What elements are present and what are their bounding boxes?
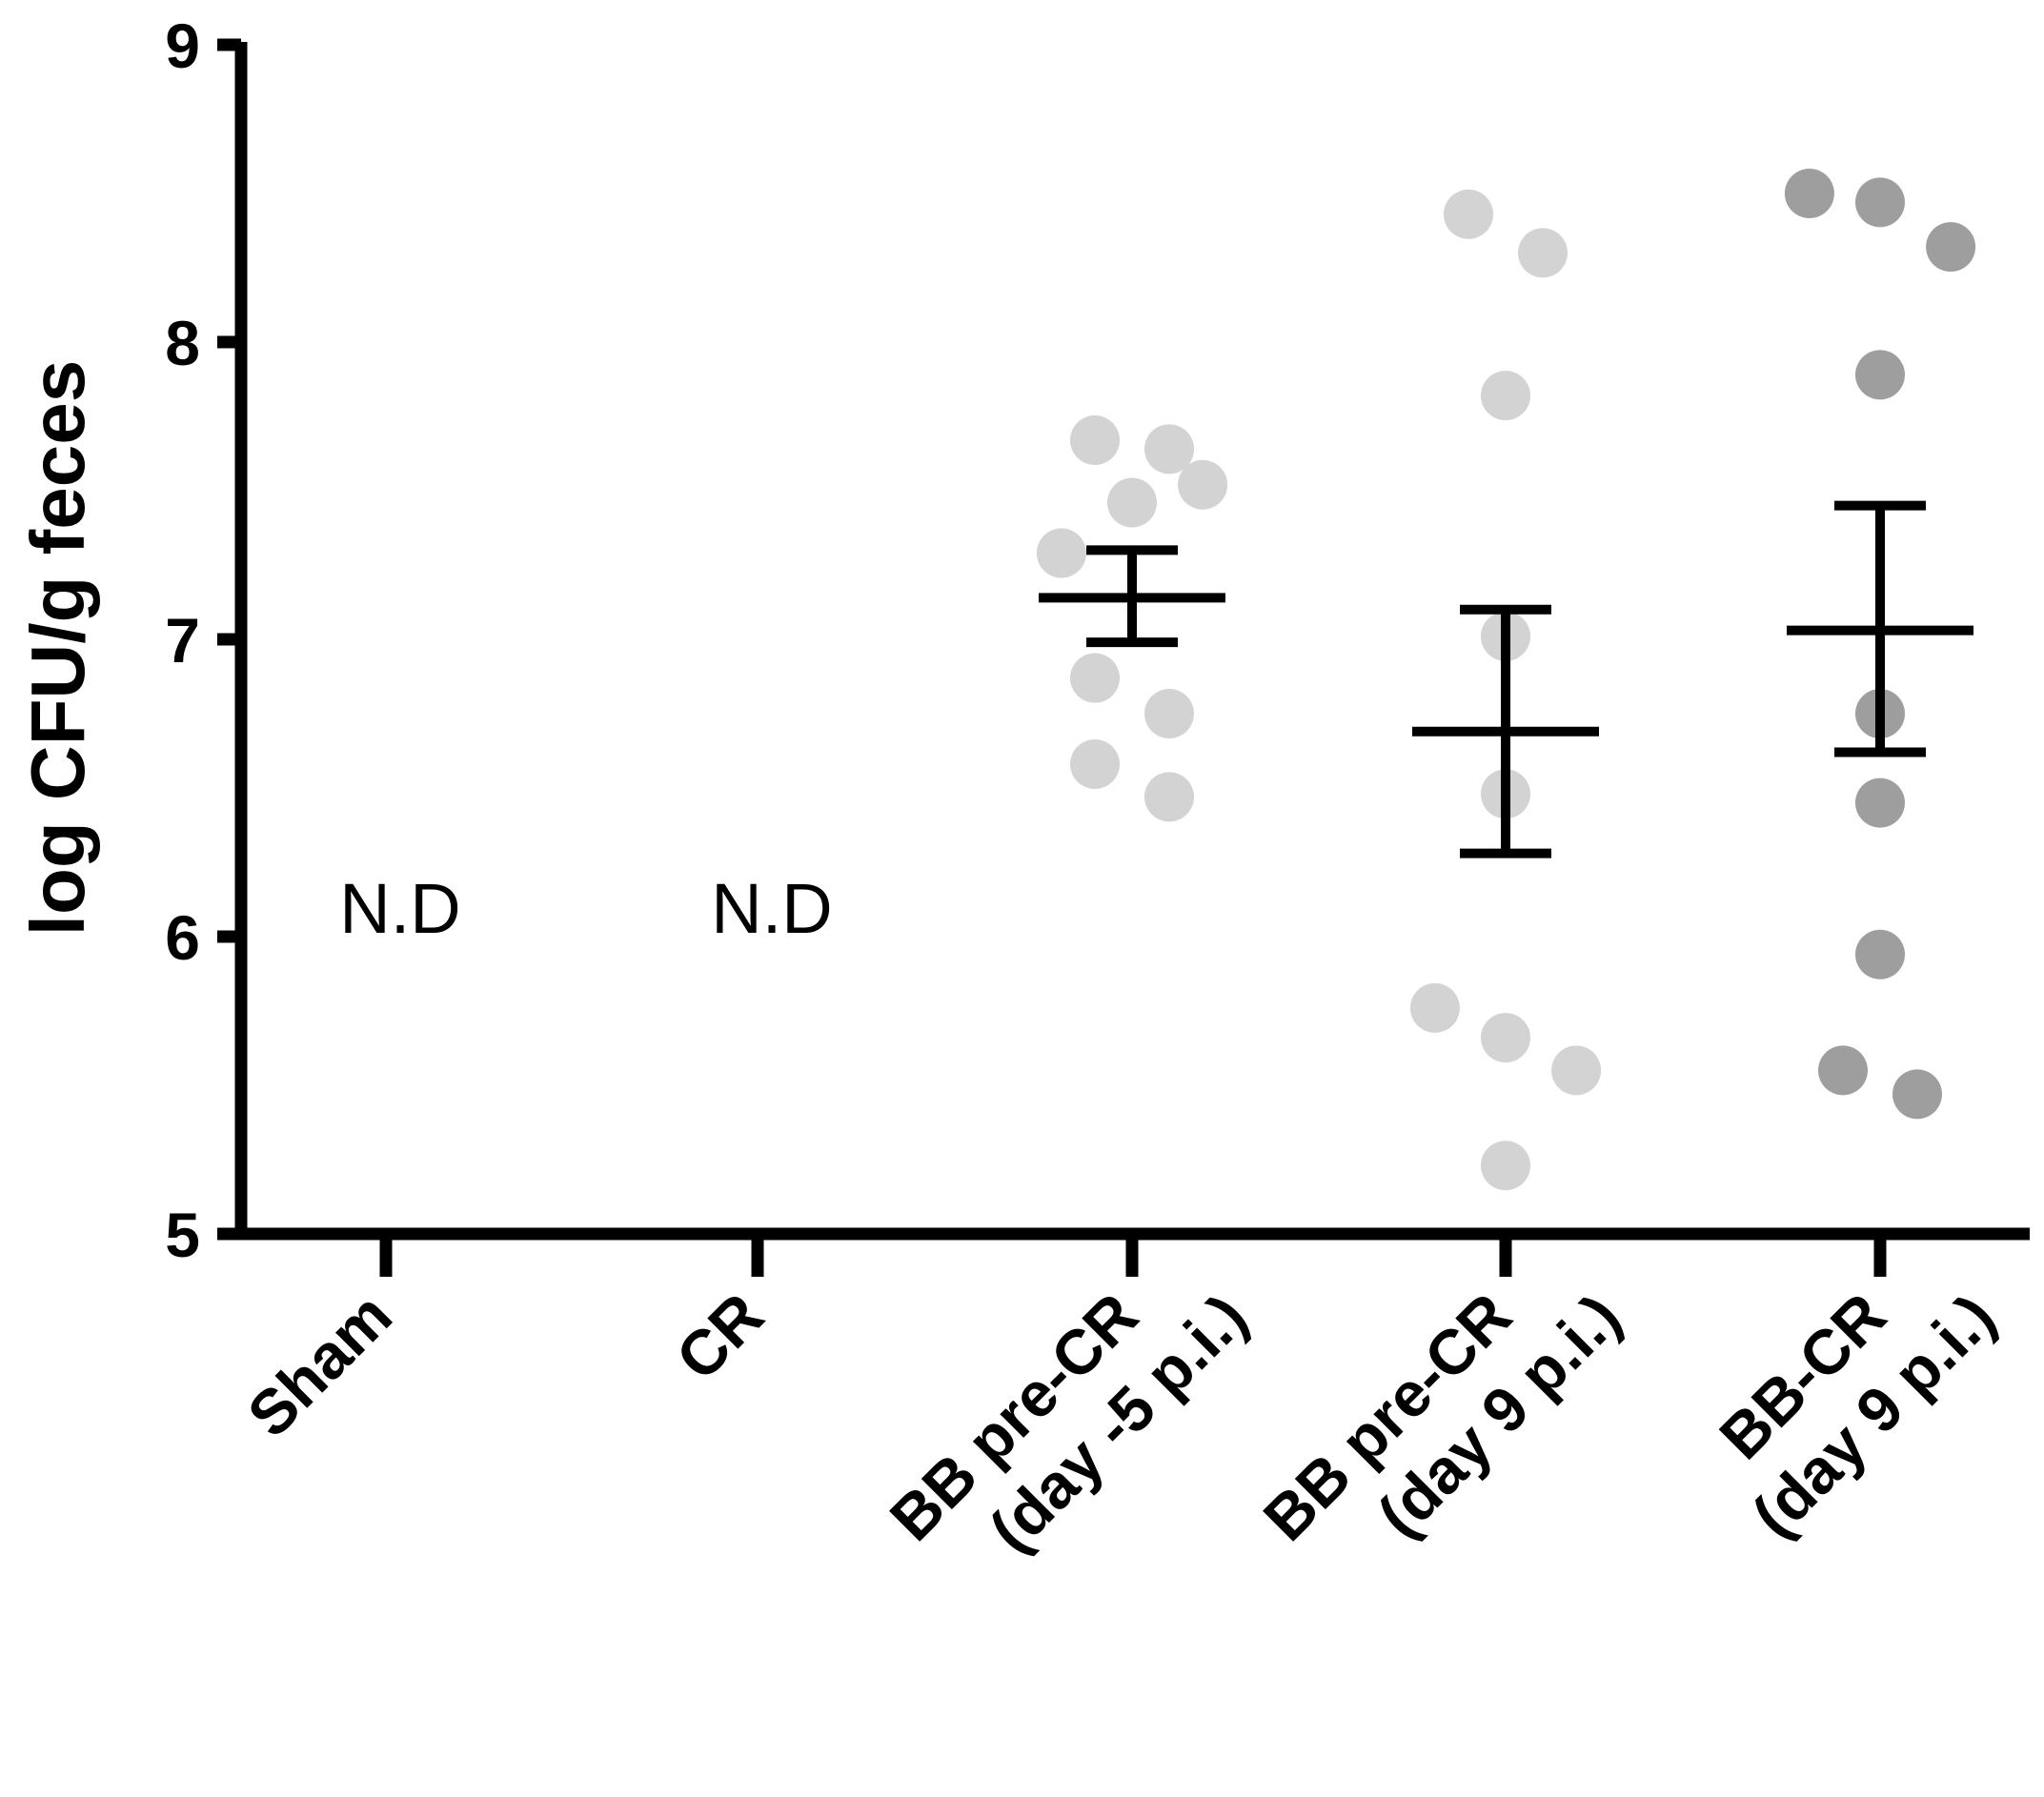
- data-point: [1070, 414, 1120, 465]
- data-point: [1855, 177, 1905, 228]
- data-point: [1144, 424, 1194, 474]
- data-point: [1107, 477, 1157, 528]
- data-point: [1481, 1141, 1530, 1191]
- y-tick-label: 8: [165, 308, 200, 378]
- x-tick-label-line1: CR: [662, 1280, 777, 1394]
- data-point: [1144, 772, 1194, 822]
- data-point: [1481, 1013, 1530, 1063]
- data-point: [1144, 689, 1194, 738]
- data-point: [1481, 371, 1530, 421]
- x-tick-label: CR: [662, 1280, 777, 1394]
- data-point: [1551, 1045, 1602, 1096]
- not-detected-label: N.D: [711, 869, 832, 948]
- data-point: [1518, 228, 1568, 278]
- y-tick-label: 7: [165, 605, 200, 676]
- data-point: [1444, 189, 1493, 239]
- data-point: [1855, 777, 1905, 828]
- not-detected-label: N.D: [339, 869, 460, 948]
- data-points-layer: [1036, 169, 1976, 1191]
- data-point: [1926, 222, 1976, 273]
- data-point: [1178, 459, 1228, 510]
- x-tick-label: BB-CR(day 9 p.i.): [1683, 1225, 2008, 1550]
- data-point: [1070, 739, 1120, 790]
- data-point: [1409, 982, 1460, 1033]
- annotations-layer: N.D N.D: [339, 869, 832, 948]
- data-point: [1892, 1069, 1942, 1120]
- x-tick-label-line1: Sham: [233, 1280, 404, 1450]
- y-tick-label: 6: [165, 902, 200, 973]
- error-bars-layer: [1039, 500, 1973, 858]
- data-point: [1818, 1045, 1868, 1096]
- data-point: [1036, 528, 1086, 578]
- data-point: [1784, 169, 1834, 218]
- data-point: [1855, 929, 1905, 979]
- x-tick-label: BB pre-CR(day 9 p.i.): [1250, 1225, 1634, 1609]
- x-tick-label: Sham: [233, 1280, 404, 1450]
- x-ticks-layer: Sham CR BB pre-CR(day -5 p.i.)BB pre-CR(da…: [233, 1225, 2008, 1609]
- data-point: [1070, 653, 1120, 703]
- data-point: [1855, 350, 1905, 400]
- y-axis-label: log CFU/g feces: [15, 360, 100, 937]
- y-ticks-layer: 5 6 7 8 9: [165, 10, 241, 1270]
- x-tick-label: BB pre-CR(day -5 p.i.): [877, 1225, 1261, 1609]
- y-tick-label: 9: [165, 10, 200, 81]
- y-tick-label: 5: [165, 1200, 200, 1270]
